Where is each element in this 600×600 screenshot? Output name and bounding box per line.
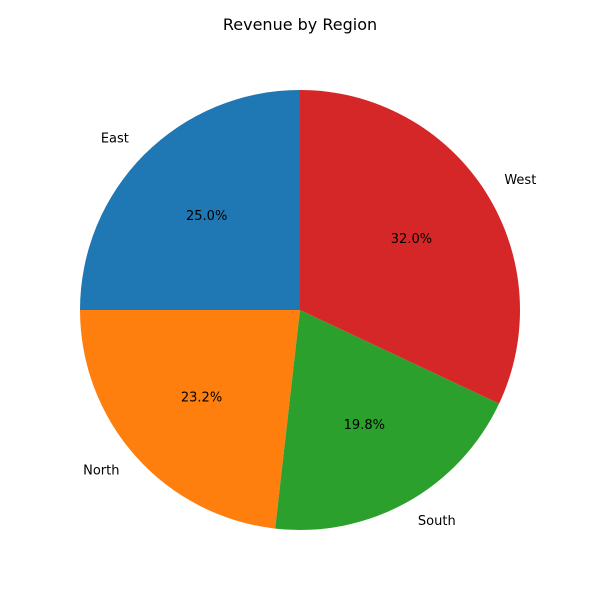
- slice-label-south: South: [418, 514, 456, 529]
- slice-percent-east: 25.0%: [186, 209, 227, 224]
- pie-slice-east: [80, 90, 300, 310]
- slice-percent-south: 19.8%: [344, 418, 385, 433]
- slice-percent-west: 32.0%: [391, 232, 432, 247]
- chart-title: Revenue by Region: [223, 15, 377, 34]
- slice-label-east: East: [101, 131, 129, 146]
- pie-slices: [80, 90, 520, 530]
- pie-slice-north: [80, 310, 300, 529]
- pie-slice-south: [275, 310, 500, 530]
- slice-percent-north: 23.2%: [181, 390, 222, 405]
- pie-labels: East 25.0% North 23.2% South 19.8% West 32.0%: [83, 131, 536, 528]
- slice-label-north: North: [83, 464, 119, 479]
- slice-label-west: West: [504, 173, 536, 188]
- pie-slice-west: [300, 90, 520, 404]
